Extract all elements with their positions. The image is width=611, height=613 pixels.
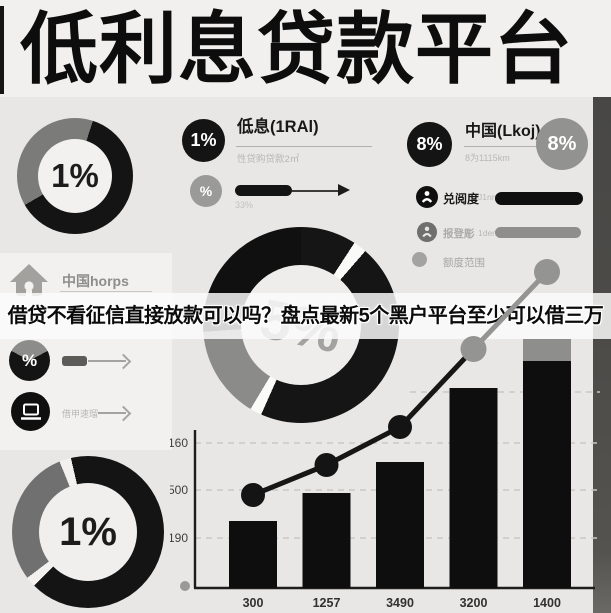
- title-banner: 低利息贷款平台: [0, 0, 611, 97]
- headline-band: 借贷不看征信直接放款可以吗？盘点最新5个黑户平台至少可以借三万: [0, 293, 611, 339]
- row2-label: 报登彫: [443, 228, 475, 240]
- page-title: 低利息贷款平台: [19, 5, 573, 93]
- small-bar: [62, 356, 87, 366]
- home-card-label: 中国horps: [62, 273, 129, 289]
- donut-hole: [38, 139, 112, 213]
- divider: [464, 146, 582, 147]
- low-interest-badge: 1%: [182, 119, 225, 162]
- low-interest-heading: 低息(1RAl): [237, 118, 319, 136]
- percent-badge: %: [190, 175, 222, 207]
- china-badge-2: 8%: [536, 118, 588, 170]
- row1-bar: [495, 192, 583, 205]
- person-icon: [416, 186, 438, 208]
- row2-sublabel: 1den: [478, 228, 497, 238]
- arrow-shaft: [88, 360, 126, 362]
- laptop-icon: [20, 403, 41, 420]
- svg-text:190: 190: [170, 531, 188, 545]
- house-icon: [10, 264, 48, 296]
- china-subtext: 8为1115km: [465, 153, 510, 163]
- svg-text:160: 160: [170, 436, 188, 450]
- svg-text:1257: 1257: [313, 596, 341, 610]
- donut-hole: [39, 483, 137, 581]
- low-interest-note: 33%: [235, 200, 254, 210]
- person-icon-gray: [417, 222, 437, 242]
- headline-text: 借贷不看征信直接放款可以吗？盘点最新5个黑户平台至少可以借三万: [7, 305, 604, 327]
- laptop-icon-badge: [11, 392, 50, 431]
- mini-donut-percent-badge: %: [9, 340, 50, 381]
- divider: [60, 291, 152, 292]
- donut-chart-bottom-left: 1%: [12, 456, 164, 608]
- person-icon-glyph: [421, 191, 433, 203]
- legend-dot-icon: [412, 252, 427, 267]
- home-row2-label: 借甲速瑠: [62, 409, 99, 419]
- mini-donut-label: %: [21, 350, 38, 370]
- donut-chart-top-left: 1%: [17, 118, 133, 234]
- svg-text:500: 500: [170, 483, 188, 497]
- arrow-shaft: [98, 412, 126, 414]
- legend-label: 额度范围: [443, 257, 485, 269]
- donut-percent-label: 1%: [59, 509, 117, 554]
- china-heading: 中国(Lkoj): [465, 123, 541, 140]
- row1-label: 兑阅度: [443, 192, 480, 206]
- progress-pill: [235, 185, 292, 196]
- person-icon-glyph: [422, 226, 432, 238]
- svg-text:3200: 3200: [460, 596, 488, 610]
- svg-text:1400: 1400: [533, 596, 561, 610]
- svg-text:3490: 3490: [386, 596, 414, 610]
- svg-text:300: 300: [243, 596, 264, 610]
- left-edge-fragment: [0, 6, 4, 94]
- row2-bar: [495, 227, 581, 238]
- arrow-right-icon: [338, 184, 350, 196]
- row1-sublabel: J1nm: [478, 192, 499, 202]
- china-badge: 8%: [407, 122, 452, 167]
- donut-percent-label: 1%: [51, 157, 99, 194]
- divider: [236, 146, 372, 147]
- arrow-shaft: [292, 190, 338, 192]
- low-interest-subtext: 性贷购贷款2㎡: [237, 154, 300, 165]
